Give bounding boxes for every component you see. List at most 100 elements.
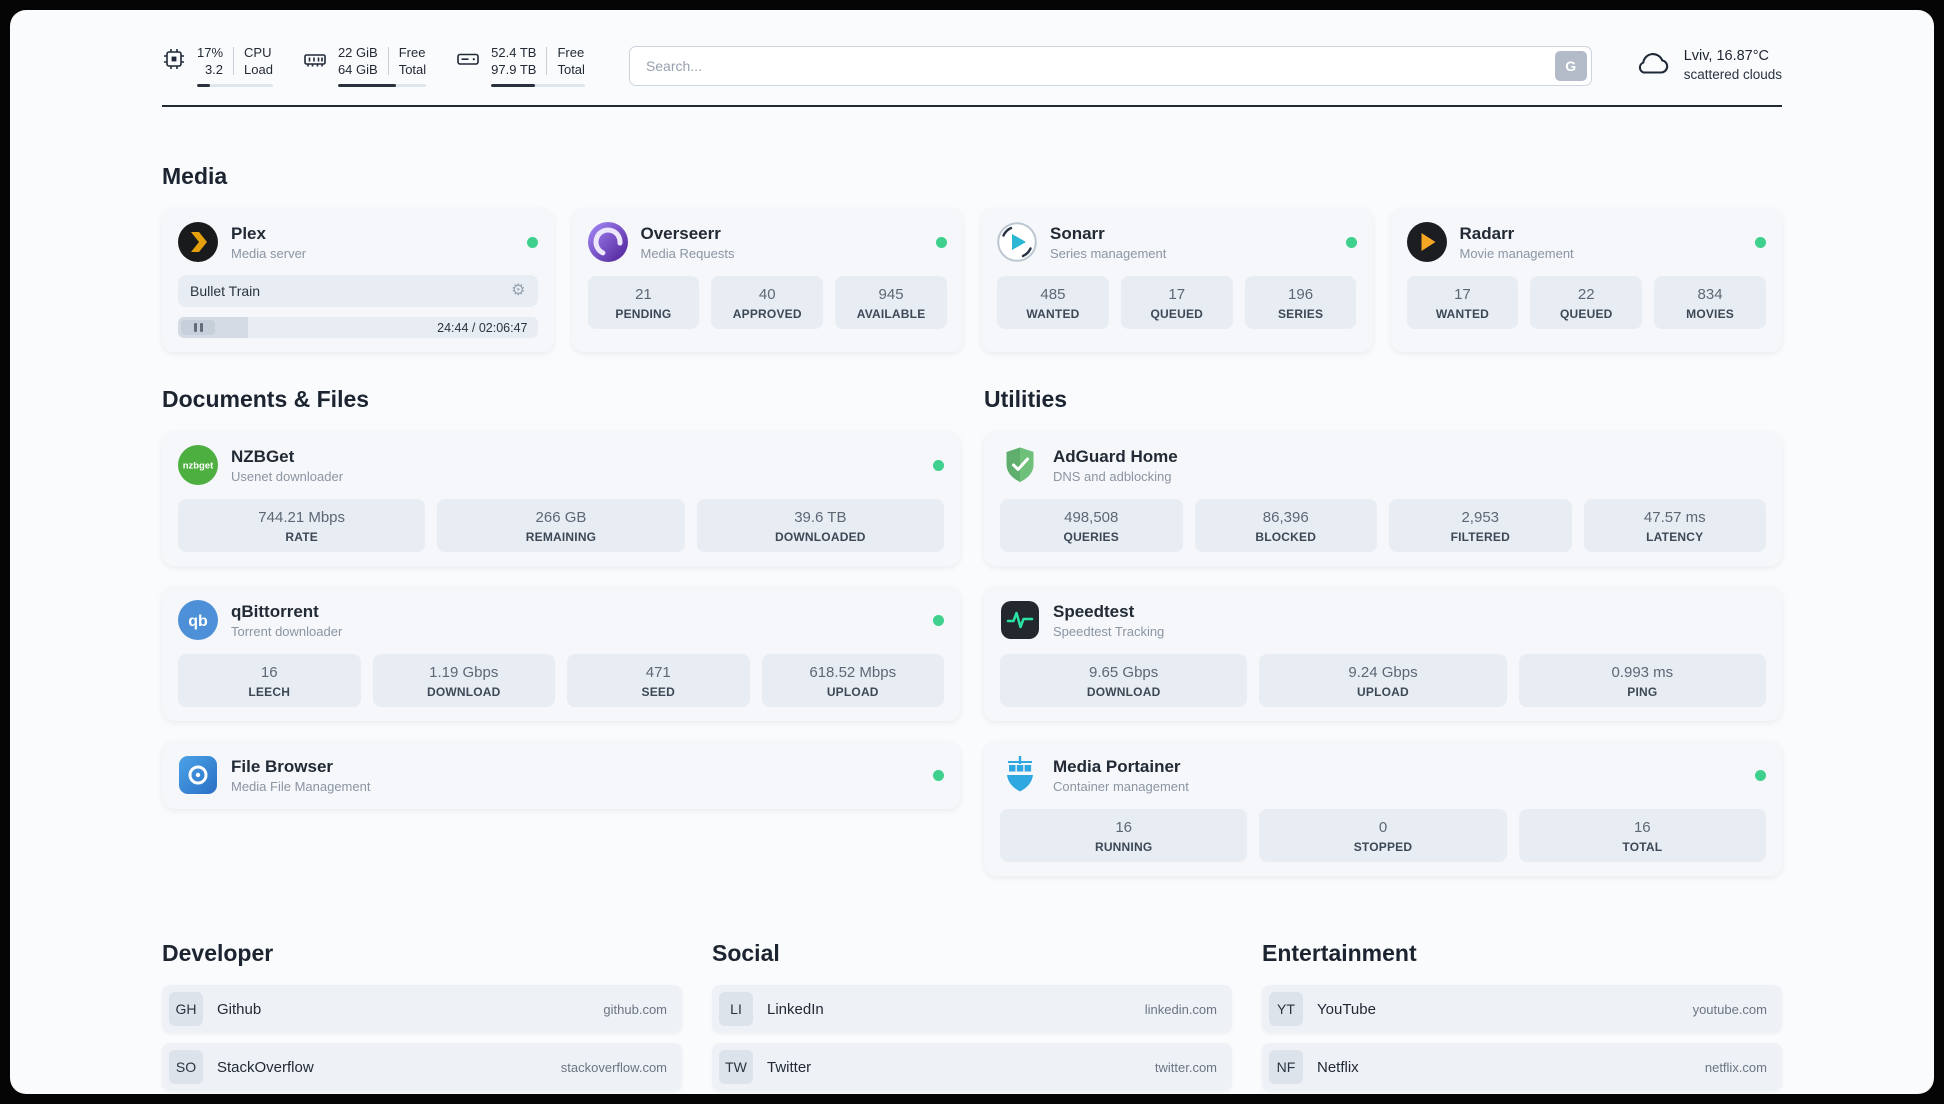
stat-label: RUNNING xyxy=(1094,840,1153,854)
stat-tile: 9.24 Gbps UPLOAD xyxy=(1259,654,1507,707)
svg-text:qb: qb xyxy=(188,613,208,630)
search-engine-button[interactable]: G xyxy=(1554,50,1587,81)
divider xyxy=(233,47,235,75)
stat-value: 0.993 ms xyxy=(1611,664,1674,681)
search-input[interactable] xyxy=(628,45,1592,86)
ram-icon xyxy=(303,47,327,76)
app-card-plex[interactable]: Plex Media server Bullet Train ⚙ 24:44 /… xyxy=(162,208,554,352)
app-subtitle: Media server xyxy=(231,245,307,261)
app-card-qbittorrent[interactable]: qb qBittorrent Torrent downloader 16 LEE… xyxy=(162,586,960,721)
cloud-icon xyxy=(1634,48,1672,83)
link-row-twitter[interactable]: TW Twitter twitter.com xyxy=(712,1043,1232,1091)
dashboard-page: 17% 3.2 CPU Load xyxy=(10,10,1934,1094)
ram-total-value: 64 GiB xyxy=(337,62,378,77)
stat-label: REMAINING xyxy=(525,530,597,544)
cpu-icon xyxy=(162,47,186,76)
stat-tile: 498,508 QUERIES xyxy=(1000,499,1183,552)
stat-tile: 196 SERIES xyxy=(1244,276,1357,329)
cpu-progress-bar xyxy=(197,84,273,87)
stat-tile: 47.57 ms LATENCY xyxy=(1583,499,1766,552)
app-card-nzbget[interactable]: nzbget NZBGet Usenet downloader 744.21 M… xyxy=(162,431,960,566)
search-bar: G xyxy=(628,45,1592,86)
stat-tile: 1.19 Gbps DOWNLOAD xyxy=(372,654,555,707)
stat-value: 1.19 Gbps xyxy=(429,664,499,681)
stat-value: 16 xyxy=(1115,819,1132,836)
filebrowser-icon xyxy=(178,755,218,795)
divider xyxy=(546,47,548,75)
link-row-netflix[interactable]: NF Netflix netflix.com xyxy=(1262,1043,1782,1091)
app-card-sonarr[interactable]: Sonarr Series management 485 WANTED 17 Q… xyxy=(981,208,1373,352)
app-name: Radarr xyxy=(1459,223,1515,243)
adguard-icon xyxy=(1000,445,1040,485)
app-card-portainer[interactable]: Media Portainer Container management 16 … xyxy=(984,741,1782,876)
section-title-documents: Documents & Files xyxy=(162,386,370,412)
stat-value: 39.6 TB xyxy=(794,509,847,526)
stat-label: PENDING xyxy=(615,307,672,321)
stat-label: PING xyxy=(1627,685,1658,699)
link-name: StackOverflow xyxy=(217,1058,314,1076)
stat-label: AVAILABLE xyxy=(856,307,926,321)
playback-time: 24:44 / 02:06:47 xyxy=(437,320,528,335)
ram-total-label: Total xyxy=(398,62,427,77)
stat-tile: 17 WANTED xyxy=(1406,276,1519,329)
ram-free-label: Free xyxy=(398,45,426,60)
status-dot xyxy=(1755,769,1766,781)
status-dot xyxy=(933,769,944,781)
top-bar: 17% 3.2 CPU Load xyxy=(162,44,1782,87)
plex-now-playing: Bullet Train ⚙ xyxy=(178,275,538,307)
link-row-youtube[interactable]: YT YouTube youtube.com xyxy=(1262,985,1782,1033)
stat-value: 16 xyxy=(1633,819,1651,836)
section-title-entertainment: Entertainment xyxy=(1262,940,1417,966)
two-column-area: Documents & Files nzbget NZBGet Usenet d… xyxy=(162,386,1782,876)
stat-tile: 21 PENDING xyxy=(587,276,700,329)
speedtest-icon xyxy=(1000,600,1040,640)
stat-tile: 266 GB REMAINING xyxy=(437,499,685,552)
stat-tile: 22 QUEUED xyxy=(1530,276,1643,329)
disk-progress-bar xyxy=(491,84,585,87)
stat-label: DOWNLOADED xyxy=(774,530,866,544)
stat-tile: 86,396 BLOCKED xyxy=(1194,499,1377,552)
stat-label: STOPPED xyxy=(1353,840,1413,854)
link-row-linkedin[interactable]: LI LinkedIn linkedin.com xyxy=(712,985,1232,1033)
stat-tile: 9.65 Gbps DOWNLOAD xyxy=(1000,654,1248,707)
stat-tile: 40 APPROVED xyxy=(711,276,824,329)
app-subtitle: Speedtest Tracking xyxy=(1053,623,1165,639)
utilities-column: Utilities AdGuard Home D xyxy=(984,386,1782,876)
link-name: LinkedIn xyxy=(767,1000,824,1018)
link-name: Github xyxy=(217,1000,262,1018)
link-url: stackoverflow.com xyxy=(560,1059,667,1075)
app-card-filebrowser[interactable]: File Browser Media File Management xyxy=(162,741,960,809)
stat-label: FILTERED xyxy=(1450,530,1510,544)
app-subtitle: Media Requests xyxy=(640,245,735,261)
stat-label: LEECH xyxy=(248,685,291,699)
app-name: File Browser xyxy=(231,756,334,776)
stat-label: DOWNLOAD xyxy=(426,685,501,699)
app-name: Sonarr xyxy=(1050,223,1105,243)
link-row-stackoverflow[interactable]: SO StackOverflow stackoverflow.com xyxy=(162,1043,682,1091)
stat-value: 22 xyxy=(1577,286,1595,303)
pause-button[interactable] xyxy=(181,320,215,335)
app-name: AdGuard Home xyxy=(1053,446,1178,466)
status-dot xyxy=(1345,236,1357,248)
link-row-github[interactable]: GH Github github.com xyxy=(162,985,682,1033)
stat-tile: 0 STOPPED xyxy=(1259,809,1507,862)
app-card-overseerr[interactable]: Overseerr Media Requests 21 PENDING 40 A… xyxy=(571,208,963,352)
stat-value: 40 xyxy=(758,286,776,303)
app-name: Speedtest xyxy=(1053,601,1135,621)
status-dot xyxy=(933,614,944,626)
app-card-radarr[interactable]: Radarr Movie management 17 WANTED 22 QUE… xyxy=(1390,208,1782,352)
ram-free-value: 22 GiB xyxy=(337,45,378,60)
stat-value: 945 xyxy=(878,286,904,303)
stat-tile: 618.52 Mbps UPLOAD xyxy=(761,654,944,707)
plex-icon xyxy=(178,222,218,262)
stat-tile: 39.6 TB DOWNLOADED xyxy=(696,499,944,552)
now-playing-title: Bullet Train xyxy=(190,283,261,299)
playback-progress-bar[interactable]: 24:44 / 02:06:47 xyxy=(178,317,538,338)
gear-icon[interactable]: ⚙ xyxy=(511,282,526,299)
app-card-adguard[interactable]: AdGuard Home DNS and adblocking 498,508 … xyxy=(984,431,1782,566)
radarr-icon xyxy=(1406,222,1447,262)
app-card-speedtest[interactable]: Speedtest Speedtest Tracking 9.65 Gbps D… xyxy=(984,586,1782,721)
stat-value: 17 xyxy=(1168,286,1186,303)
stat-tile: 16 RUNNING xyxy=(1000,809,1248,862)
